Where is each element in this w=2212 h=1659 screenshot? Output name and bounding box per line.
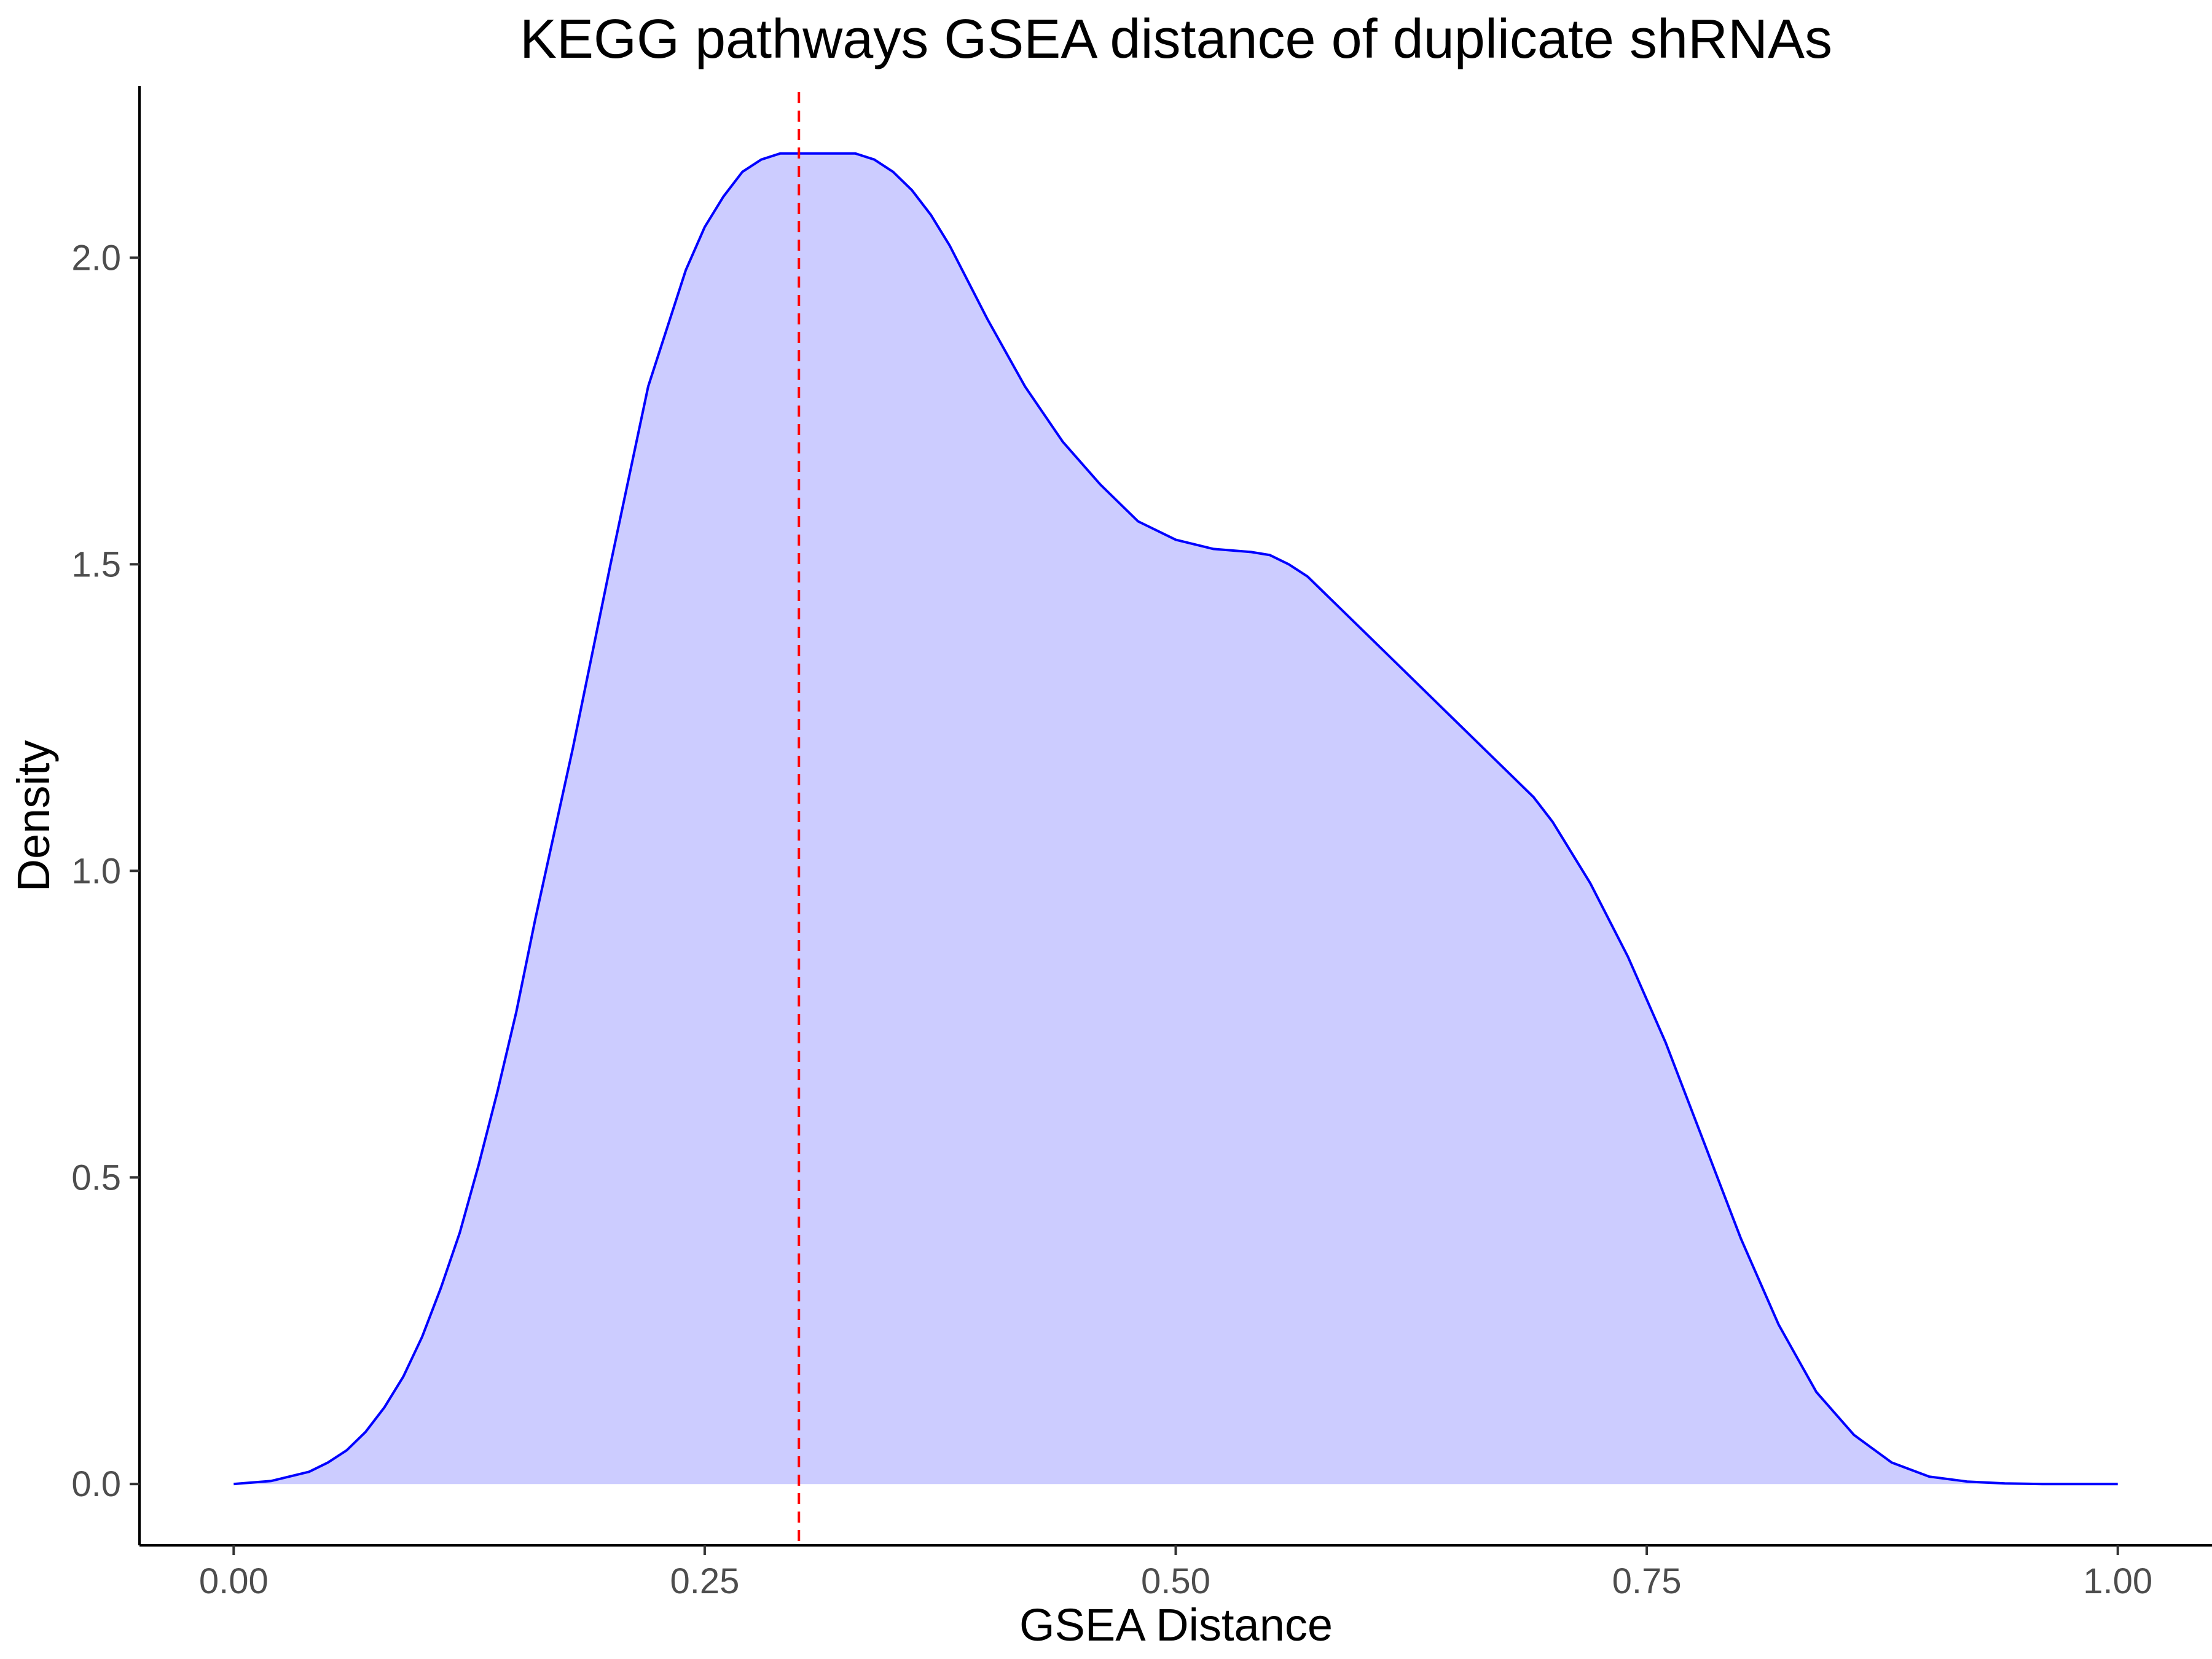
y-tick-label: 0.0 [71,1464,121,1504]
plot-area [233,92,2118,1545]
y-axis-title: Density [8,740,59,892]
x-tick-label: 0.75 [1612,1561,1682,1601]
x-tick-label: 1.00 [2083,1561,2152,1601]
chart-title: KEGG pathways GSEA distance of duplicate… [520,9,1832,70]
y-tick-label: 1.5 [71,544,121,584]
y-tick-label: 2.0 [71,238,121,278]
density-area-fill [233,153,2118,1484]
x-tick-label: 0.50 [1141,1561,1210,1601]
x-tick-label: 0.25 [670,1561,739,1601]
y-tick-label: 0.5 [71,1158,121,1198]
x-axis-title: GSEA Distance [1019,1599,1333,1650]
y-tick-label: 1.0 [71,851,121,891]
x-tick-label: 0.00 [199,1561,269,1601]
density-curve-line [233,152,2118,1486]
axes: 0.00 0.25 0.50 0.75 1.00 0.0 0.5 1.0 1.5 2.0 [71,86,2212,1601]
